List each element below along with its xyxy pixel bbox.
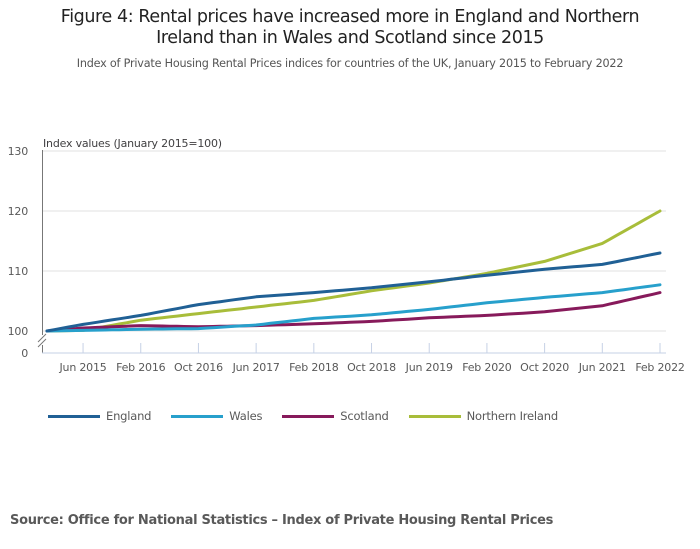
x-tick-label: Jun 2019 bbox=[405, 361, 453, 374]
x-tick-label: Oct 2016 bbox=[174, 361, 223, 374]
x-tick-label: Jun 2017 bbox=[232, 361, 280, 374]
legend-swatch-wales bbox=[171, 414, 224, 418]
chart-title-line-2: Ireland than in Wales and Scotland since… bbox=[156, 28, 544, 48]
series-line-northern-ireland bbox=[45, 209, 662, 333]
series-line-wales bbox=[45, 283, 662, 333]
legend-item-wales[interactable]: Wales bbox=[171, 409, 262, 423]
chart-title-line-1: Figure 4: Rental prices have increased m… bbox=[60, 7, 640, 27]
axis-break-mark-2 bbox=[37, 338, 47, 348]
y-tick-label-0: 0 bbox=[21, 347, 28, 360]
legend-label-northern-ireland: Northern Ireland bbox=[466, 409, 558, 423]
series-lines bbox=[45, 209, 662, 333]
y-tick-label-100: 100 bbox=[8, 325, 29, 338]
y-tick-label-110: 110 bbox=[8, 265, 29, 278]
y-axis-title: Index values (January 2015=100) bbox=[43, 137, 222, 150]
legend-item-northern-ireland[interactable]: Northern Ireland bbox=[408, 409, 558, 423]
x-tick-label: Feb 2020 bbox=[462, 361, 512, 374]
legend-label-wales: Wales bbox=[229, 409, 263, 423]
x-tick-label: Jun 2015 bbox=[59, 361, 107, 374]
y-tick-labels: 0 100 110 120 130 bbox=[8, 145, 29, 360]
series-line-scotland bbox=[45, 291, 662, 333]
source-note: Source: Office for National Statistics –… bbox=[10, 513, 554, 528]
gridlines bbox=[42, 150, 666, 332]
legend-item-england[interactable]: England bbox=[48, 409, 151, 423]
y-tick-label-120: 120 bbox=[8, 205, 29, 218]
x-tick-label: Feb 2018 bbox=[289, 361, 339, 374]
x-tick-label: Oct 2020 bbox=[520, 361, 569, 374]
y-tick-label-130: 130 bbox=[8, 145, 29, 158]
x-tick-label: Feb 2022 bbox=[635, 361, 684, 374]
chart-title: Figure 4: Rental prices have increased m… bbox=[0, 7, 700, 49]
x-tick-label: Feb 2016 bbox=[116, 361, 166, 374]
axis-break-mark-1 bbox=[37, 333, 47, 343]
legend-item-scotland[interactable]: Scotland bbox=[282, 409, 389, 423]
x-tick-label: Jun 2021 bbox=[578, 361, 626, 374]
legend-swatch-northern-ireland bbox=[408, 414, 461, 418]
series-line-england bbox=[45, 251, 662, 333]
legend-label-scotland: Scotland bbox=[340, 409, 389, 423]
legend-label-england: England bbox=[106, 409, 152, 423]
legend-swatch-scotland bbox=[282, 414, 335, 418]
chart-subtitle: Index of Private Housing Rental Prices i… bbox=[76, 57, 624, 70]
legend: England Wales Scotland Northern Ireland bbox=[48, 409, 578, 423]
axes bbox=[37, 150, 666, 354]
legend-swatch-england bbox=[48, 414, 100, 418]
x-tick-label: Oct 2018 bbox=[347, 361, 396, 374]
x-tick-labels: Jun 2015 Feb 2016 Oct 2016 Jun 2017 Feb 2018… bbox=[59, 361, 685, 374]
